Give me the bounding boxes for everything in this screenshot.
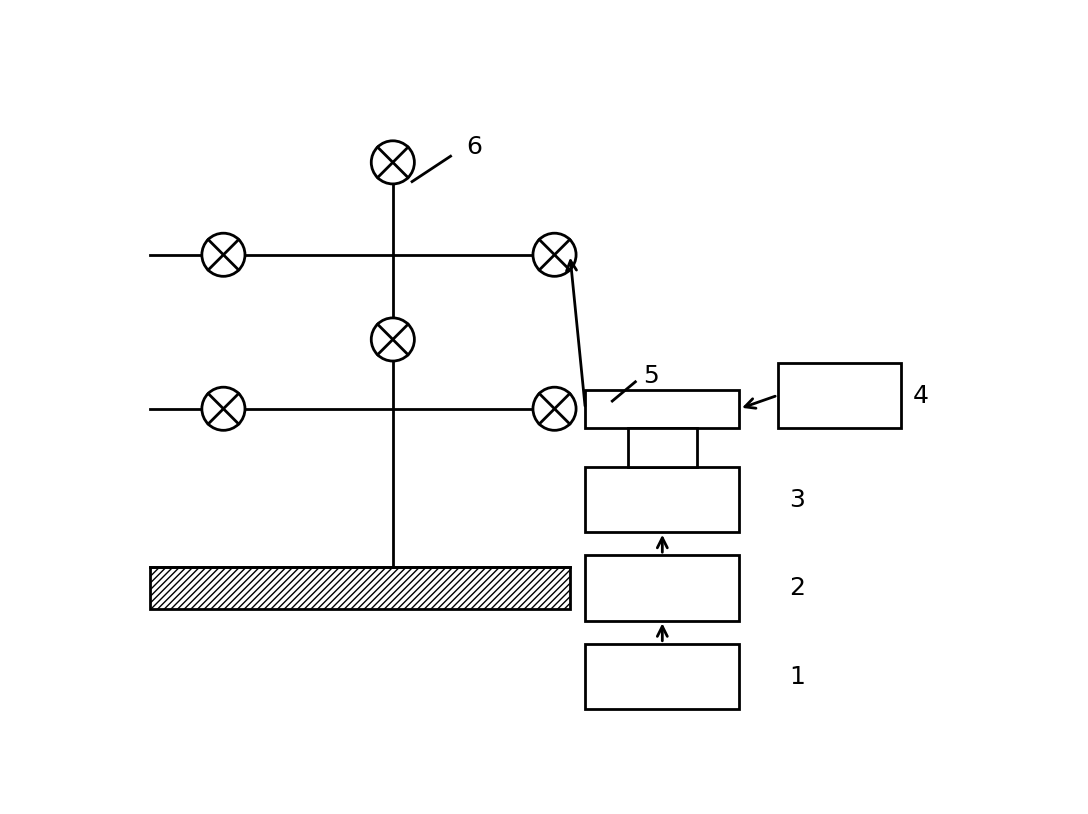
Text: 5: 5 bbox=[643, 365, 659, 388]
Circle shape bbox=[371, 141, 415, 184]
Text: 3: 3 bbox=[790, 488, 805, 512]
Bar bbox=[585, 555, 740, 620]
Text: 4: 4 bbox=[913, 383, 928, 408]
Bar bbox=[585, 466, 740, 532]
Bar bbox=[778, 362, 901, 428]
Bar bbox=[585, 644, 740, 709]
Circle shape bbox=[533, 387, 576, 431]
Circle shape bbox=[371, 318, 415, 361]
Circle shape bbox=[202, 233, 245, 276]
Text: 1: 1 bbox=[790, 665, 805, 689]
Circle shape bbox=[202, 387, 245, 431]
Bar bbox=[628, 428, 697, 466]
Circle shape bbox=[533, 233, 576, 276]
Bar bbox=[150, 567, 570, 609]
Text: 6: 6 bbox=[466, 135, 482, 159]
Text: 2: 2 bbox=[790, 576, 805, 600]
Bar bbox=[585, 390, 740, 428]
